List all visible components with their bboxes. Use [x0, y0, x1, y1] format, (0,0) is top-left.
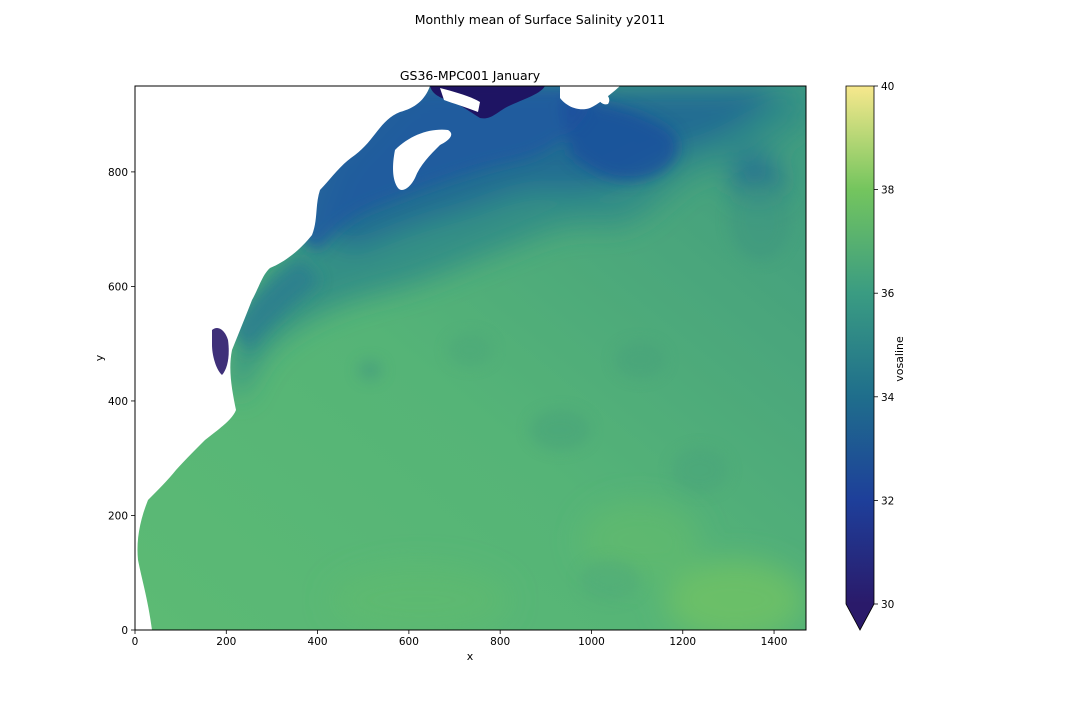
colorbar-ticks: 30 32 34 36 38 40	[874, 81, 895, 611]
y-tick-label: 400	[108, 396, 128, 408]
x-tick-label: 800	[490, 636, 510, 648]
x-tick-label: 600	[399, 636, 419, 648]
land-mask	[135, 86, 430, 630]
x-tick-label: 200	[216, 636, 236, 648]
x-tick-label: 1200	[669, 636, 696, 648]
salinity-heatmap	[135, 86, 806, 630]
x-tick-label: 0	[132, 636, 139, 648]
y-axis-label: y	[93, 354, 106, 361]
colorbar-tick-label: 30	[881, 599, 894, 611]
colorbar-tick-label: 32	[881, 495, 894, 507]
y-tick-label: 600	[108, 281, 128, 293]
x-axis-ticks: 0 200 400 600 800 1000 1200 1400	[132, 630, 788, 648]
colorbar-tick-label: 38	[881, 185, 894, 197]
eddy-features	[358, 180, 790, 600]
colorbar-tick-label: 36	[881, 288, 895, 300]
nova-scotia-land	[393, 129, 452, 190]
colorbar: 30 32 34 36 38 40 vosaline	[845, 81, 906, 631]
newfoundland-land	[560, 86, 620, 110]
colorbar-extend-min-arrow	[846, 604, 874, 630]
chart-title: GS36-MPC001 January	[400, 68, 541, 83]
y-axis-ticks: 0 200 400 600 800	[108, 167, 135, 637]
figure-suptitle: Monthly mean of Surface Salinity y2011	[415, 12, 665, 27]
colorbar-label: vosaline	[893, 336, 906, 382]
x-tick-label: 1000	[578, 636, 605, 648]
x-axis-label: x	[467, 650, 474, 663]
colorbar-tick-label: 40	[881, 81, 894, 93]
plot-area-frame	[134, 85, 807, 631]
y-tick-label: 800	[108, 167, 128, 179]
colorbar-gradient	[846, 86, 874, 604]
colorbar-tick-label: 34	[881, 392, 895, 404]
x-tick-label: 1400	[761, 636, 788, 648]
colorbar-outline	[845, 85, 875, 631]
x-tick-label: 400	[308, 636, 328, 648]
y-tick-label: 0	[121, 625, 128, 637]
y-tick-label: 200	[108, 510, 128, 522]
